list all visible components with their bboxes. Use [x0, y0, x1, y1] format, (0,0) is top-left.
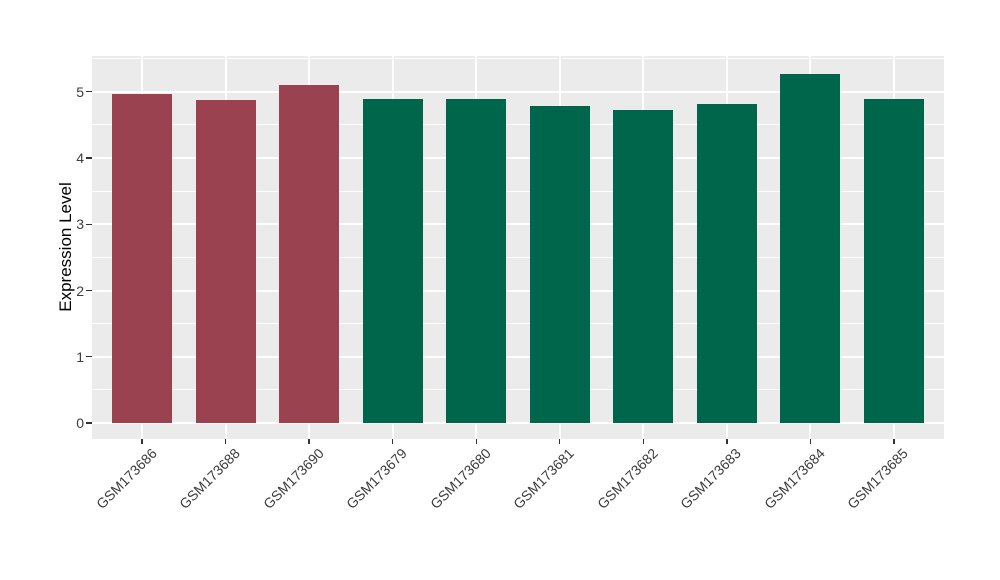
bar-GSM173684 [780, 73, 841, 423]
major-gridline [92, 223, 944, 226]
x-tick-label-GSM173681: GSM173681 [510, 445, 578, 512]
y-tick-label: 5 [76, 83, 84, 100]
bar-GSM173679 [362, 99, 423, 423]
x-tick-mark [475, 439, 477, 444]
bar-GSM173681 [529, 105, 590, 423]
x-tick-label-GSM173679: GSM173679 [343, 445, 411, 512]
y-tick-mark [86, 157, 92, 159]
x-tick-mark [893, 439, 895, 444]
y-tick-mark [86, 289, 92, 292]
x-tick-label-GSM173686: GSM173686 [92, 445, 160, 512]
bar-GSM173690 [279, 85, 340, 423]
bar-GSM173685 [863, 99, 924, 423]
y-tick-mark [86, 91, 92, 93]
y-tick-mark [86, 223, 92, 225]
minor-gridline [92, 256, 944, 258]
x-tick-label-GSM173680: GSM173680 [426, 445, 494, 512]
chart-panel [92, 56, 944, 439]
major-gridline [92, 157, 944, 160]
x-tick-mark [308, 439, 310, 444]
x-tick-label-GSM173682: GSM173682 [593, 445, 661, 512]
x-tick-mark [392, 439, 394, 444]
x-tick-label-GSM173683: GSM173683 [677, 445, 745, 512]
x-tick-label-GSM173685: GSM173685 [844, 445, 912, 512]
minor-gridline [92, 389, 944, 391]
minor-gridline [92, 190, 944, 192]
major-gridline [92, 422, 944, 424]
y-tick-label: 3 [76, 216, 84, 233]
y-tick-label: 4 [76, 150, 84, 167]
minor-gridline [92, 124, 944, 126]
x-tick-label-GSM173688: GSM173688 [176, 445, 243, 512]
x-tick-mark [642, 439, 644, 444]
bar-GSM173688 [195, 99, 256, 423]
x-tick-mark [559, 439, 561, 444]
x-tick-mark [726, 439, 728, 444]
y-tick-mark [86, 422, 92, 424]
y-tick-label: 2 [76, 282, 84, 299]
minor-gridline [92, 58, 944, 60]
bar-GSM173680 [446, 99, 507, 423]
major-gridline [92, 90, 944, 93]
bar-GSM173683 [696, 104, 757, 423]
major-gridline [92, 355, 944, 358]
bar-GSM173682 [613, 109, 674, 423]
y-tick-mark [86, 356, 92, 358]
major-gridline [92, 289, 944, 292]
x-tick-label-GSM173684: GSM173684 [760, 445, 828, 512]
minor-gridline [92, 323, 944, 325]
x-tick-mark [141, 439, 143, 444]
y-tick-label: 1 [76, 348, 84, 365]
bar-GSM173686 [112, 93, 173, 423]
x-tick-mark [224, 439, 227, 444]
x-tick-mark [809, 439, 812, 444]
y-tick-label: 0 [76, 415, 84, 431]
x-tick-label-GSM173690: GSM173690 [259, 445, 327, 512]
